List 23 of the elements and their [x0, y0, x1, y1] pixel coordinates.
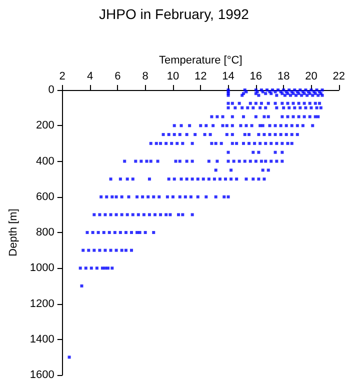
- y-tick-label: 800: [36, 226, 54, 238]
- y-tick-label: 0: [48, 84, 54, 96]
- x-tick-label: 8: [142, 70, 148, 82]
- x-tick-label: 2: [59, 70, 66, 82]
- y-tick-label: 1600: [30, 369, 54, 381]
- y-axis-title: Depth [m]: [8, 208, 20, 256]
- y-tick-label: 1000: [30, 262, 54, 274]
- y-tick-label: 600: [36, 190, 54, 203]
- x-tick-label: 12: [194, 70, 207, 82]
- x-tick-label: 22: [332, 70, 346, 82]
- x-tick-label: 16: [250, 70, 262, 82]
- chart-title: JHPO in February, 1992: [99, 6, 250, 22]
- x-tick-label: 10: [166, 70, 180, 82]
- y-tick-label: 1400: [30, 333, 54, 346]
- x-tick-label: 18: [277, 70, 290, 82]
- x-tick-label: 4: [86, 70, 94, 82]
- y-tick-label: 1200: [30, 298, 54, 310]
- x-tick-label: 6: [114, 70, 121, 82]
- x-tick-label: 20: [305, 70, 318, 82]
- y-tick-label: 200: [36, 120, 54, 132]
- x-tick-label: 14: [222, 70, 234, 82]
- y-tick-label: 400: [36, 155, 54, 168]
- x-axis-title: Temperature [°C]: [158, 54, 242, 67]
